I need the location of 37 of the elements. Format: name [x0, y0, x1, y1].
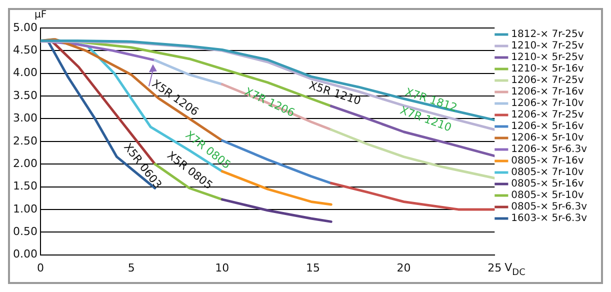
legend-label: 1206-× 7r-25v: [511, 110, 584, 121]
y-tick-label: 3.50: [12, 88, 38, 102]
y-tick-label: 1.00: [12, 202, 38, 216]
legend-label: 0805-× 5r-16v: [511, 178, 584, 190]
legend-label: 0805-× 7r-10v: [511, 167, 584, 178]
legend-label: 1206-× 5r-6.3v: [511, 144, 588, 156]
y-axis-title: µF: [34, 10, 47, 21]
legend-label: 1210-× 5r-16v: [511, 64, 584, 75]
legend-label: 1603-× 5r-6.3v: [511, 213, 588, 224]
x-tick-label: 25: [488, 261, 502, 274]
x-tick-label: 20: [396, 261, 411, 274]
legend-label: 1206-× 7r-10v: [511, 98, 584, 110]
y-tick-label: 5.00: [12, 20, 38, 34]
y-tick-label: 0.00: [12, 248, 38, 261]
x-tick-label: 10: [215, 261, 230, 274]
y-tick-label: 2.50: [12, 134, 38, 148]
y-tick-label: 2.00: [12, 156, 38, 170]
annotation: X5R 1210: [307, 78, 362, 108]
x-tick-label: 5: [128, 261, 135, 274]
legend-label: 0805-× 5r-6.3v: [511, 202, 588, 213]
legend-label: 1206-× 7r-25v: [511, 75, 584, 86]
legend-label: 1210-× 5r-25v: [511, 52, 584, 64]
y-tick-label: 1.50: [12, 180, 38, 193]
legend-label: 1206-× 5r-10v: [511, 132, 584, 144]
y-tick-label: 0.50: [12, 224, 38, 238]
legend-label: 1206-× 5r-16v: [511, 121, 584, 132]
legend-label: 1206-× 7r-16v: [511, 86, 584, 98]
annotation: X7R 1206: [242, 85, 297, 120]
y-tick-label: 4.50: [12, 44, 38, 57]
x-tick-label: 15: [306, 261, 320, 274]
x-tick-label: 0: [36, 261, 44, 274]
y-tick-label: 4.00: [12, 66, 38, 80]
legend-label: 1812-× 7r-25v: [511, 29, 584, 40]
legend-label: 1210-× 7r-25v: [511, 40, 584, 52]
y-tick-label: 3.00: [12, 112, 38, 125]
legend-label: 0805-× 7r-16v: [511, 156, 584, 167]
legend-label: 0805-× 5r-10v: [511, 190, 584, 202]
